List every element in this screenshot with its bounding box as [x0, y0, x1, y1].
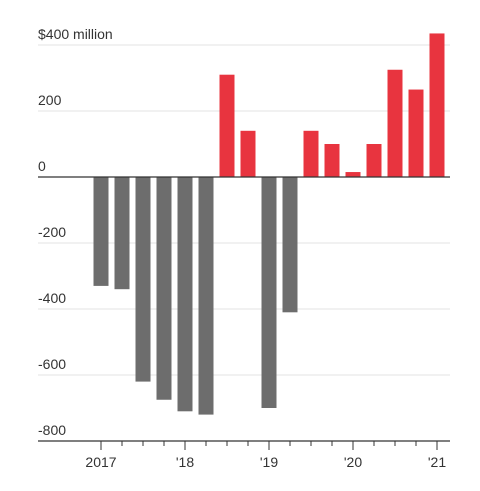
- y-tick-label: -600: [38, 356, 66, 372]
- bar: [429, 33, 445, 178]
- x-tick-label: '21: [428, 454, 446, 470]
- y-tick-label: -400: [38, 290, 66, 306]
- bar: [387, 69, 403, 177]
- x-tick-label: '20: [344, 454, 362, 470]
- bar: [93, 177, 109, 286]
- bar: [240, 130, 256, 177]
- x-tick-label: '18: [176, 454, 194, 470]
- y-tick-label: $400 million: [38, 26, 113, 42]
- y-tick-label: 200: [38, 92, 62, 108]
- bar: [282, 177, 298, 313]
- bar: [303, 130, 319, 177]
- bar: [177, 177, 193, 412]
- bar: [408, 89, 424, 177]
- bar: [366, 144, 382, 177]
- x-tick-label: '19: [260, 454, 278, 470]
- bar: [135, 177, 151, 382]
- x-tick-label: 2017: [85, 454, 116, 470]
- bar: [156, 177, 172, 400]
- bar: [198, 177, 214, 415]
- bar: [324, 144, 340, 177]
- bar: [114, 177, 130, 290]
- y-tick-label: -200: [38, 224, 66, 240]
- y-tick-label: -800: [38, 422, 66, 438]
- bar: [261, 177, 277, 408]
- y-tick-label: 0: [38, 158, 46, 174]
- bar: [345, 172, 361, 177]
- bar: [219, 74, 235, 177]
